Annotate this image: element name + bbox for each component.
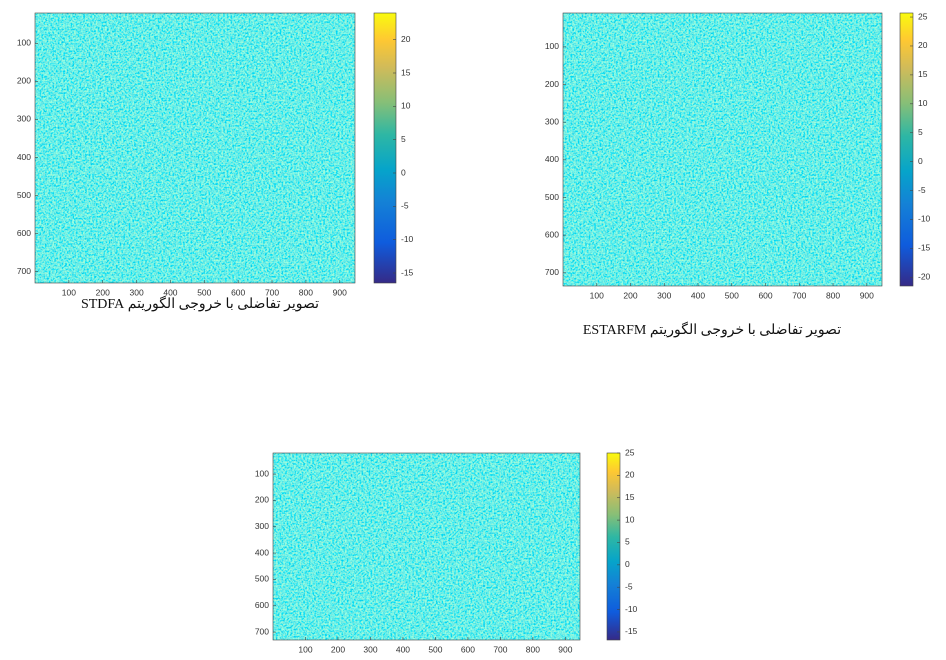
x-tick-label: 400 — [396, 644, 410, 654]
colorbar-tick-label: 10 — [625, 514, 635, 524]
colorbar-tick-label: 5 — [918, 127, 923, 137]
y-tick-label: 600 — [17, 228, 31, 238]
colorbar-tick-label: 5 — [401, 134, 406, 144]
caption: تصویر تفاضلی با خروجی الگوریتم ESTARFM — [583, 321, 841, 338]
colorbar-tick-label: -20 — [918, 272, 931, 282]
colorbar-tick-label: -15 — [918, 243, 931, 253]
colorbar-tick-label: 5 — [625, 537, 630, 547]
colorbar-tick-label: -5 — [401, 201, 409, 211]
y-tick-label: 300 — [255, 521, 269, 531]
y-tick-label: 300 — [545, 116, 559, 126]
y-tick-label: 600 — [545, 229, 559, 239]
x-tick-label: 800 — [299, 287, 313, 297]
colorbar-tick-label: 0 — [918, 156, 923, 166]
colorbar-tick-label: 20 — [401, 34, 411, 44]
x-tick-label: 200 — [96, 287, 110, 297]
colorbar-tick-label: 20 — [625, 470, 635, 480]
colorbar-tick-label: 15 — [401, 67, 411, 77]
y-tick-label: 100 — [545, 41, 559, 51]
y-tick-label: 700 — [255, 626, 269, 636]
y-tick-label: 400 — [545, 154, 559, 164]
x-tick-label: 800 — [826, 290, 840, 300]
axes-box — [272, 452, 581, 641]
y-tick-label: 400 — [255, 547, 269, 557]
colorbar — [899, 12, 914, 287]
x-tick-label: 700 — [493, 644, 507, 654]
x-tick-label: 600 — [758, 290, 772, 300]
colorbar-tick-label: -10 — [625, 604, 638, 614]
colorbar-tick-label: 0 — [401, 167, 406, 177]
x-tick-label: 100 — [590, 290, 604, 300]
x-tick-label: 200 — [331, 644, 345, 654]
x-tick-label: 700 — [265, 287, 279, 297]
x-tick-label: 500 — [725, 290, 739, 300]
x-tick-label: 800 — [526, 644, 540, 654]
y-tick-label: 200 — [17, 76, 31, 86]
axes-box — [34, 12, 356, 284]
colorbar-tick-label: -10 — [918, 214, 931, 224]
y-tick-label: 600 — [255, 600, 269, 610]
y-tick-label: 700 — [545, 267, 559, 277]
x-tick-label: 300 — [129, 287, 143, 297]
x-tick-label: 100 — [62, 287, 76, 297]
image — [273, 453, 580, 640]
x-tick-label: 900 — [333, 287, 347, 297]
colorbar-tick-label: 20 — [918, 40, 928, 50]
y-tick-label: 500 — [17, 190, 31, 200]
colorbar-tick-label: 15 — [918, 69, 928, 79]
image — [563, 13, 882, 286]
colorbar-tick-label: 15 — [625, 492, 635, 502]
x-tick-label: 400 — [163, 287, 177, 297]
colorbar-tick-label: -10 — [401, 234, 414, 244]
y-tick-label: 700 — [17, 266, 31, 276]
image — [35, 13, 355, 283]
colorbar-tick-label: 25 — [918, 11, 928, 21]
x-tick-label: 100 — [298, 644, 312, 654]
x-tick-label: 300 — [657, 290, 671, 300]
colorbar-tick-label: -15 — [625, 626, 638, 636]
y-tick-label: 400 — [17, 152, 31, 162]
x-tick-label: 200 — [623, 290, 637, 300]
y-tick-label: 200 — [545, 79, 559, 89]
x-tick-label: 600 — [231, 287, 245, 297]
y-tick-label: 100 — [17, 38, 31, 48]
y-tick-label: 300 — [17, 114, 31, 124]
colorbar-tick-label: -15 — [401, 267, 414, 277]
x-tick-label: 500 — [428, 644, 442, 654]
y-tick-label: 500 — [545, 192, 559, 202]
x-tick-label: 700 — [792, 290, 806, 300]
y-tick-label: 500 — [255, 574, 269, 584]
colorbar — [606, 452, 621, 641]
caption: تصویر تفاضلی با خروجی الگوریتم STDFA — [81, 295, 319, 312]
colorbar — [373, 12, 397, 284]
colorbar-tick-label: -5 — [918, 185, 926, 195]
x-tick-label: 400 — [691, 290, 705, 300]
x-tick-label: 500 — [197, 287, 211, 297]
colorbar-tick-label: 0 — [625, 559, 630, 569]
x-tick-label: 300 — [363, 644, 377, 654]
colorbar-tick-label: 25 — [625, 447, 635, 457]
colorbar-tick-label: 10 — [918, 98, 928, 108]
colorbar-tick-label: -5 — [625, 581, 633, 591]
y-tick-label: 200 — [255, 495, 269, 505]
x-tick-label: 600 — [461, 644, 475, 654]
y-tick-label: 100 — [255, 468, 269, 478]
x-tick-label: 900 — [860, 290, 874, 300]
colorbar-tick-label: 10 — [401, 101, 411, 111]
axes-box — [562, 12, 883, 287]
x-tick-label: 900 — [558, 644, 572, 654]
